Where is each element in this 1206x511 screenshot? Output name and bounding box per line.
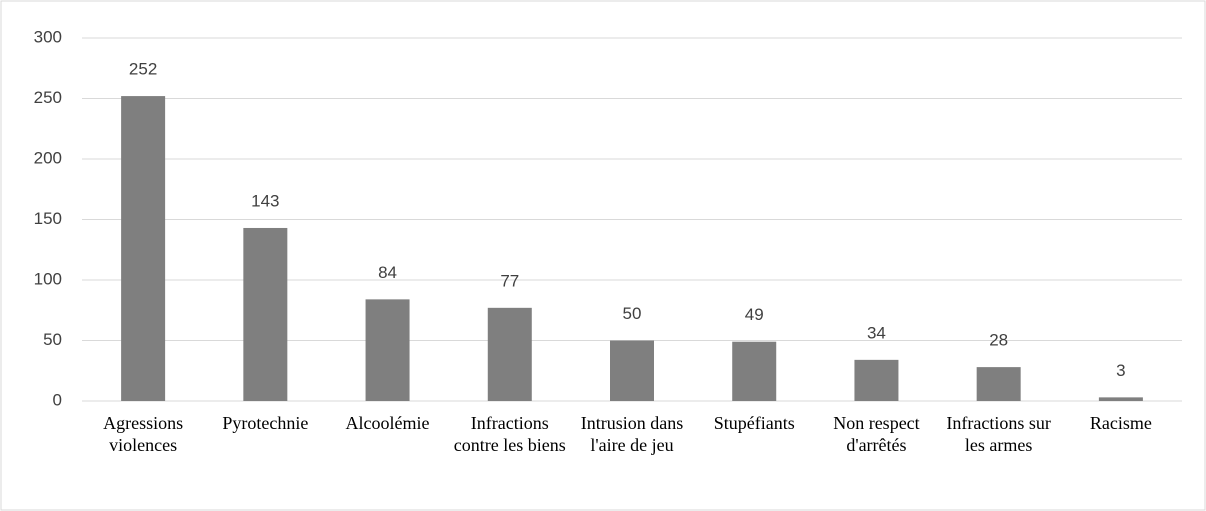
bar (610, 340, 654, 401)
value-label: 28 (989, 331, 1008, 350)
x-tick-label: Intrusion dans l'aire de jeu (580, 413, 684, 455)
y-tick-label: 200 (34, 148, 62, 167)
bar (976, 367, 1021, 401)
y-tick-label: 100 (34, 269, 62, 288)
value-label: 3 (1116, 361, 1125, 380)
x-tick-label: Stupéfiants (713, 413, 795, 433)
value-label: 34 (867, 323, 886, 342)
y-tick-label: 150 (34, 209, 62, 228)
value-label: 49 (745, 305, 764, 324)
y-tick-label: 300 (34, 27, 62, 46)
x-tick-label: Agressions violences (103, 413, 184, 455)
y-tick-label: 250 (34, 88, 62, 107)
x-tick-label: Non respect d'arrêtés (833, 413, 920, 455)
bar (487, 307, 532, 401)
bar (854, 359, 899, 401)
x-tick-label: Racisme (1089, 413, 1152, 433)
value-label: 252 (129, 60, 157, 79)
value-label: 143 (251, 191, 279, 210)
bar (732, 341, 777, 401)
x-tick-label: Alcoolémie (345, 413, 430, 433)
value-label: 50 (623, 304, 642, 323)
x-tick-label: Infractions contre les biens (453, 413, 566, 455)
y-tick-label: 50 (43, 330, 62, 349)
y-tick-label: 0 (53, 390, 62, 409)
x-tick-label: Pyrotechnie (222, 413, 309, 433)
bar (243, 227, 288, 401)
value-label: 77 (500, 271, 519, 290)
value-label: 84 (378, 263, 397, 282)
bar (365, 299, 410, 401)
x-tick-label: Infractions sur les armes (946, 413, 1051, 455)
bar (121, 96, 166, 401)
bar (1098, 397, 1143, 401)
